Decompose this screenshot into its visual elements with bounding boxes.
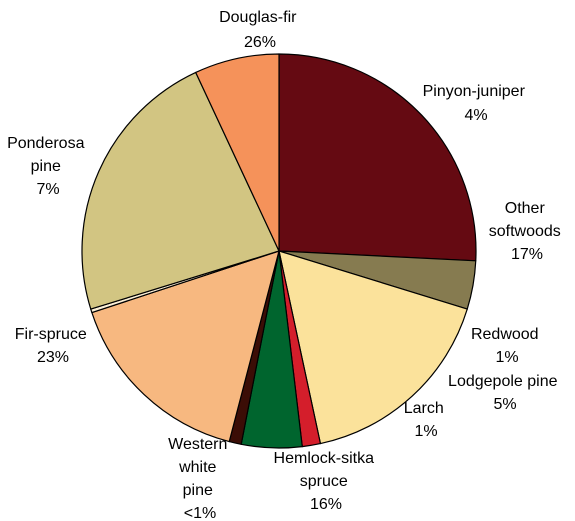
label-lodgepole-pine: Lodgepole pine 5% [448, 373, 562, 413]
label-hemlock-sitka-spruce: Hemlock-sitka spruce 16% [274, 450, 379, 513]
pie-slice-ponderosa-pine [195, 53, 280, 252]
label-pinyon-juniper: Pinyon-juniper 4% [423, 83, 530, 124]
label-larch: Larch 1% [404, 400, 448, 440]
label-douglas-fir: Douglas-fir 26% [219, 9, 301, 51]
pie-slice-hemlock-sitka-spruce [91, 250, 280, 443]
pie-slice-douglas-fir [278, 53, 477, 262]
label-other-softwoods: Other softwoods 17% [489, 200, 566, 263]
label-redwood: Redwood 1% [471, 326, 543, 366]
pie-slice-fir-spruce [81, 71, 280, 310]
pie-slices [81, 53, 477, 449]
label-ponderosa-pine: Ponderosa pine 7% [7, 135, 89, 198]
label-fir-spruce: Fir-spruce 23% [15, 326, 91, 366]
label-western-white-pine: Western white pine <1% [168, 436, 232, 521]
pie-slice-other-softwoods [278, 250, 468, 445]
